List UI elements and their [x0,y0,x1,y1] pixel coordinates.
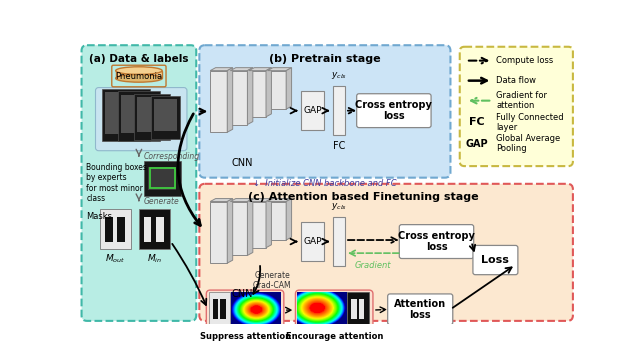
Text: (b) Pretrain stage: (b) Pretrain stage [269,54,381,64]
FancyBboxPatch shape [199,45,451,178]
Bar [154,99,177,131]
Bar [359,298,364,318]
Ellipse shape [116,67,162,75]
Bar [150,169,175,189]
Text: Generate
Grad-CAM: Generate Grad-CAM [253,271,291,290]
Bar [351,298,356,318]
FancyBboxPatch shape [399,225,474,258]
Text: CNN: CNN [232,158,253,168]
Text: Fully Connected
layer: Fully Connected layer [496,112,564,132]
Bar [118,91,160,141]
Text: GAP: GAP [303,106,322,115]
Bar [138,97,167,132]
Bar [139,209,170,249]
Text: GAP: GAP [465,139,488,149]
Bar [301,222,324,261]
Bar [100,209,131,249]
Text: (a) Data & labels: (a) Data & labels [89,54,189,64]
Bar [212,298,218,318]
Bar [268,71,286,109]
FancyBboxPatch shape [199,184,573,321]
Bar [249,202,266,248]
Bar [333,217,345,266]
Ellipse shape [116,75,162,82]
Bar [333,86,345,135]
Bar [230,202,248,256]
Text: Gradient: Gradient [355,261,391,270]
Text: Generate: Generate [143,197,179,206]
Text: Suppress attention: Suppress attention [200,332,291,341]
Bar [134,94,170,140]
Text: $y_{cls}$: $y_{cls}$ [331,201,347,211]
Bar [249,71,266,117]
Text: Global Average
Pooling: Global Average Pooling [496,134,561,154]
FancyBboxPatch shape [356,94,431,128]
Bar [210,202,227,263]
Bar [105,217,113,242]
FancyBboxPatch shape [388,294,452,325]
Text: Attention
loss: Attention loss [394,298,446,320]
Polygon shape [266,199,271,248]
Bar [105,92,147,134]
FancyBboxPatch shape [206,290,284,330]
Bar [121,95,157,133]
Bar [268,202,286,240]
Polygon shape [210,199,233,202]
Text: Gradient for
attention: Gradient for attention [496,91,547,110]
Polygon shape [249,199,271,202]
Polygon shape [268,68,292,71]
Bar [348,292,369,326]
FancyBboxPatch shape [460,47,573,166]
Polygon shape [227,199,233,263]
Text: Pneumonia: Pneumonia [115,72,163,81]
Bar [143,161,180,196]
Text: Loss: Loss [481,255,509,265]
Bar [143,217,151,242]
Text: Data flow: Data flow [496,76,536,85]
Bar [210,71,227,132]
Text: Compute loss: Compute loss [496,56,554,65]
Text: Encourage attention: Encourage attention [285,332,383,341]
Text: GAP: GAP [303,237,322,246]
Bar [209,292,230,326]
Polygon shape [230,68,253,71]
Text: Corresponding: Corresponding [143,153,200,161]
Text: $M_{in}$: $M_{in}$ [147,252,162,265]
Bar [116,71,162,78]
Text: CNN: CNN [232,289,253,298]
Bar [102,89,150,142]
Text: Masks: Masks [86,211,112,221]
Polygon shape [210,68,233,71]
Text: ↓  Initialize CNN backbone and FC: ↓ Initialize CNN backbone and FC [253,179,397,188]
FancyBboxPatch shape [81,45,196,321]
Text: Cross entropy
loss: Cross entropy loss [355,100,432,122]
FancyBboxPatch shape [296,290,373,330]
Polygon shape [286,68,292,109]
Polygon shape [266,68,271,117]
Text: FC: FC [333,142,345,151]
Bar [230,71,248,124]
Bar [148,167,176,190]
Polygon shape [227,68,233,132]
Polygon shape [248,199,253,256]
Bar [150,96,180,139]
Polygon shape [286,199,292,240]
Text: $y_{cls}$: $y_{cls}$ [331,70,347,82]
Polygon shape [230,199,253,202]
Text: Bounding boxes
by experts
for most minor
class: Bounding boxes by experts for most minor… [86,163,147,203]
Polygon shape [249,68,271,71]
Text: FC: FC [469,117,484,127]
Polygon shape [268,199,292,202]
Bar [156,217,164,242]
Polygon shape [248,68,253,124]
Text: $M_{out}$: $M_{out}$ [106,252,126,265]
Text: (c) Attention based Finetuning stage: (c) Attention based Finetuning stage [248,192,478,202]
FancyBboxPatch shape [473,245,518,275]
Bar [301,91,324,130]
Text: Cross entropy
loss: Cross entropy loss [398,231,475,252]
FancyBboxPatch shape [95,88,187,151]
Bar [117,217,125,242]
Bar [220,298,226,318]
